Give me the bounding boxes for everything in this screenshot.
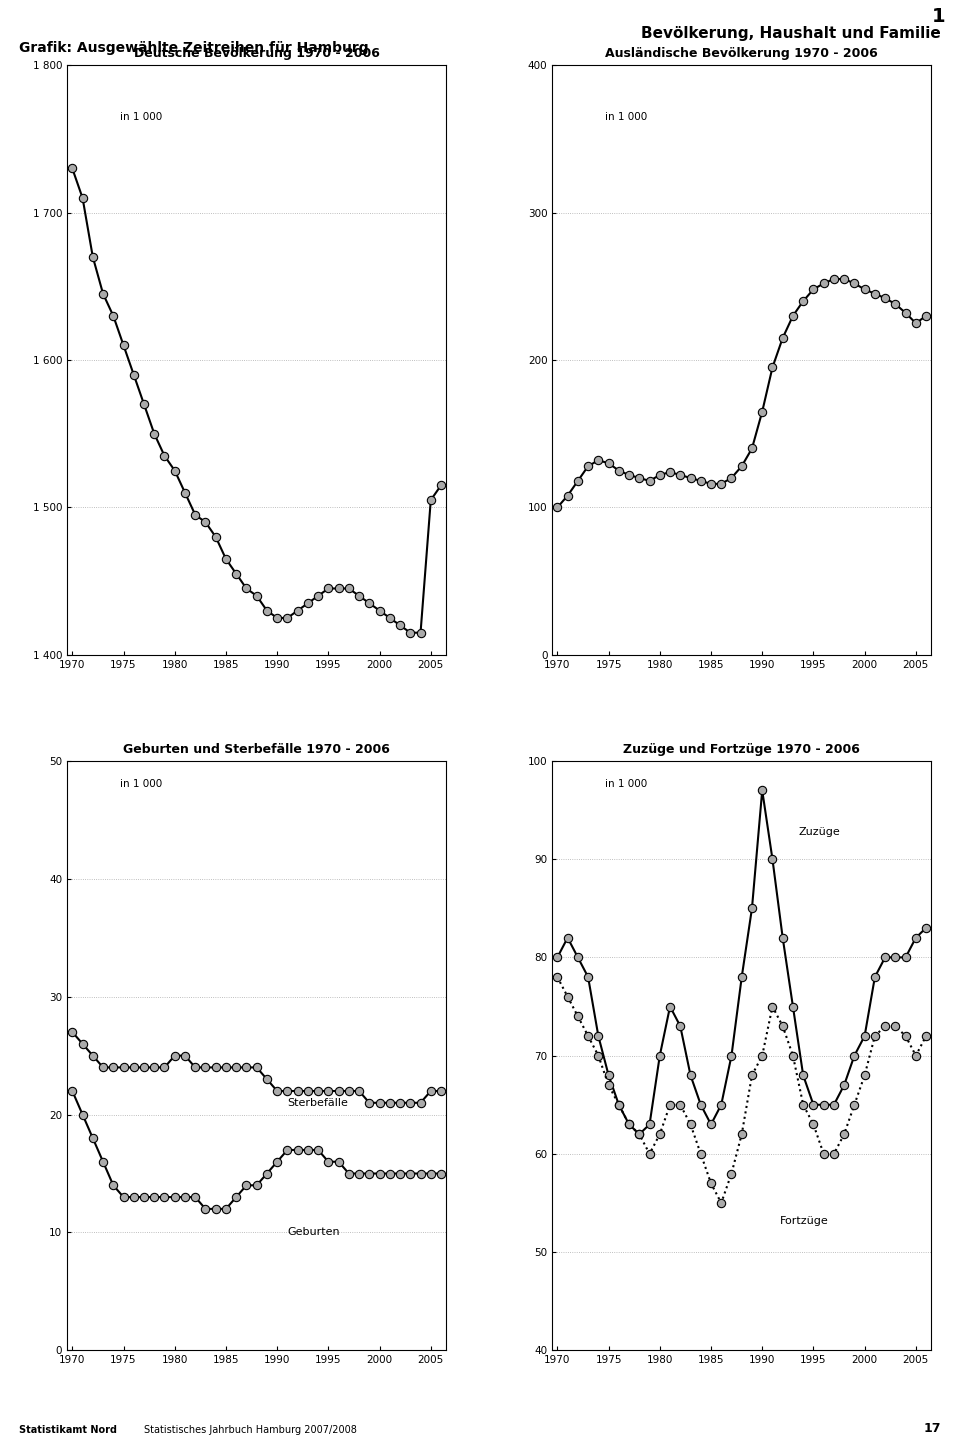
Text: in 1 000: in 1 000 — [120, 778, 162, 788]
Text: Sterbefälle: Sterbefälle — [287, 1098, 348, 1108]
Text: Fortzüge: Fortzüge — [780, 1215, 828, 1225]
Text: 17: 17 — [924, 1422, 941, 1435]
Title: Ausländische Bevölkerung 1970 - 2006: Ausländische Bevölkerung 1970 - 2006 — [606, 46, 878, 60]
Text: Statistisches Jahrbuch Hamburg 2007/2008: Statistisches Jahrbuch Hamburg 2007/2008 — [144, 1424, 357, 1435]
Title: Geburten und Sterbefälle 1970 - 2006: Geburten und Sterbefälle 1970 - 2006 — [123, 742, 390, 755]
Text: Zuzüge: Zuzüge — [799, 826, 840, 836]
Title: Deutsche Bevölkerung 1970 - 2006: Deutsche Bevölkerung 1970 - 2006 — [133, 46, 379, 60]
Text: in 1 000: in 1 000 — [120, 112, 162, 122]
Title: Zuzüge und Fortzüge 1970 - 2006: Zuzüge und Fortzüge 1970 - 2006 — [623, 742, 860, 755]
Text: Grafik: Ausgewählte Zeitreihen für Hamburg: Grafik: Ausgewählte Zeitreihen für Hambu… — [19, 41, 369, 55]
Text: Bevölkerung, Haushalt und Familie: Bevölkerung, Haushalt und Familie — [641, 26, 941, 41]
Text: Statistikamt Nord: Statistikamt Nord — [19, 1424, 117, 1435]
Text: in 1 000: in 1 000 — [606, 778, 648, 788]
Text: Geburten: Geburten — [287, 1227, 340, 1237]
Text: 1: 1 — [932, 7, 946, 26]
Text: in 1 000: in 1 000 — [606, 112, 648, 122]
